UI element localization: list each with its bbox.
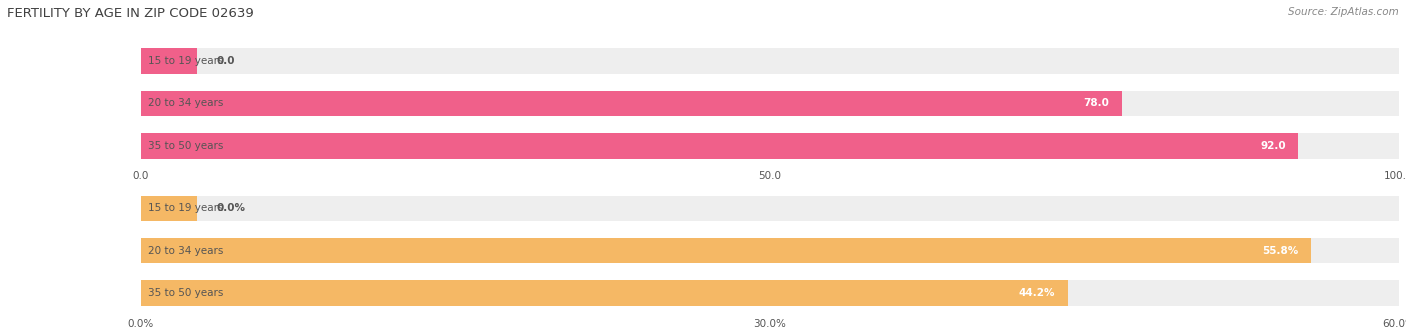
- Text: 20 to 34 years: 20 to 34 years: [148, 246, 224, 256]
- Text: 92.0: 92.0: [1260, 141, 1285, 151]
- Bar: [141, 196, 1399, 221]
- Bar: [141, 238, 1310, 263]
- Bar: [141, 48, 197, 74]
- Bar: [141, 133, 1399, 159]
- Text: 15 to 19 years: 15 to 19 years: [148, 56, 224, 66]
- Bar: [141, 280, 197, 306]
- Bar: [141, 238, 197, 263]
- Bar: [141, 91, 197, 116]
- Text: 35 to 50 years: 35 to 50 years: [148, 288, 224, 298]
- Bar: [141, 133, 197, 159]
- Bar: [141, 48, 1399, 74]
- Text: 15 to 19 years: 15 to 19 years: [148, 203, 224, 213]
- Bar: [141, 280, 1399, 306]
- Bar: [141, 91, 1122, 116]
- Bar: [141, 133, 1298, 159]
- Text: 20 to 34 years: 20 to 34 years: [148, 98, 224, 109]
- Text: 78.0: 78.0: [1084, 98, 1109, 109]
- Bar: [141, 91, 1399, 116]
- Text: 35 to 50 years: 35 to 50 years: [148, 141, 224, 151]
- Text: 44.2%: 44.2%: [1018, 288, 1054, 298]
- Text: 0.0%: 0.0%: [217, 203, 245, 213]
- Bar: [141, 280, 1067, 306]
- Text: 55.8%: 55.8%: [1263, 246, 1298, 256]
- Bar: [141, 196, 197, 221]
- Text: Source: ZipAtlas.com: Source: ZipAtlas.com: [1288, 7, 1399, 17]
- Text: 0.0: 0.0: [217, 56, 235, 66]
- Text: FERTILITY BY AGE IN ZIP CODE 02639: FERTILITY BY AGE IN ZIP CODE 02639: [7, 7, 253, 20]
- Bar: [141, 238, 1399, 263]
